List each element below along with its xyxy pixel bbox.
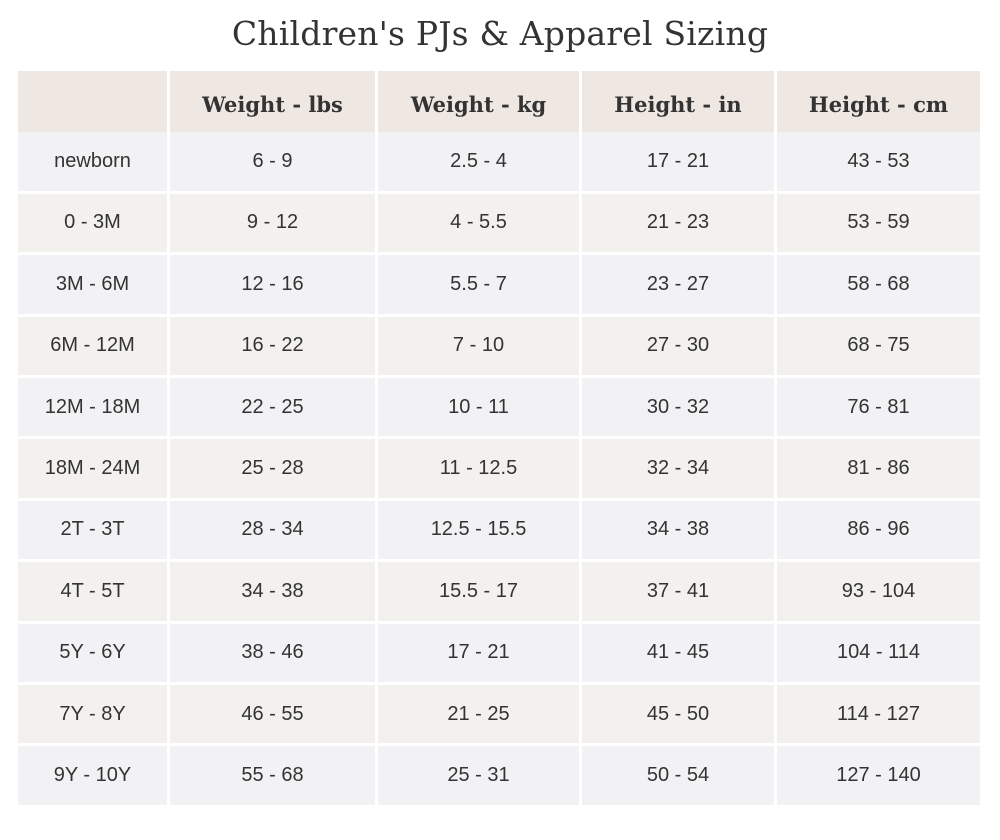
weight-lbs-cell: 38 - 46 bbox=[170, 623, 375, 685]
height-cm-cell: 93 - 104 bbox=[777, 562, 980, 624]
height-cm-cell: 43 - 53 bbox=[777, 132, 980, 194]
size-cell: 0 - 3M bbox=[18, 193, 167, 256]
size-cell: 6M - 12M bbox=[18, 316, 167, 378]
sizing-table: Weight - lbs Weight - kg Height - in Hei… bbox=[18, 71, 980, 808]
height-cm-cell: 81 - 86 bbox=[777, 439, 980, 501]
height-in-cell: 41 - 45 bbox=[582, 623, 774, 685]
weight-kg-cell: 2.5 - 4 bbox=[378, 132, 579, 194]
height-cm-cell: 76 - 81 bbox=[777, 377, 980, 440]
header-cell-height-in: Height - in bbox=[582, 71, 774, 141]
height-in-cell: 32 - 34 bbox=[582, 439, 774, 501]
weight-lbs-cell: 12 - 16 bbox=[170, 255, 375, 317]
size-cell: 7Y - 8Y bbox=[18, 684, 167, 747]
page-title: Children's PJs & Apparel Sizing bbox=[231, 14, 769, 53]
height-cm-cell: 127 - 140 bbox=[777, 746, 980, 808]
size-cell: 18M - 24M bbox=[18, 439, 167, 501]
weight-kg-cell: 12.5 - 15.5 bbox=[378, 500, 579, 563]
height-in-cell: 23 - 27 bbox=[582, 255, 774, 317]
weight-lbs-cell: 6 - 9 bbox=[170, 132, 375, 194]
size-cell: 4T - 5T bbox=[18, 562, 167, 624]
weight-kg-cell: 17 - 21 bbox=[378, 623, 579, 685]
weight-kg-cell: 5.5 - 7 bbox=[378, 255, 579, 317]
height-cm-cell: 68 - 75 bbox=[777, 316, 980, 378]
weight-lbs-cell: 46 - 55 bbox=[170, 684, 375, 747]
height-in-cell: 45 - 50 bbox=[582, 684, 774, 747]
weight-kg-cell: 7 - 10 bbox=[378, 316, 579, 378]
height-cm-cell: 114 - 127 bbox=[777, 684, 980, 747]
header-cell-weight-kg: Weight - kg bbox=[378, 71, 579, 141]
weight-lbs-cell: 9 - 12 bbox=[170, 193, 375, 256]
weight-kg-cell: 4 - 5.5 bbox=[378, 193, 579, 256]
height-in-cell: 34 - 38 bbox=[582, 500, 774, 563]
weight-kg-cell: 15.5 - 17 bbox=[378, 562, 579, 624]
weight-kg-cell: 25 - 31 bbox=[378, 746, 579, 808]
header-cell-weight-lbs: Weight - lbs bbox=[170, 71, 375, 141]
weight-lbs-cell: 28 - 34 bbox=[170, 500, 375, 563]
size-cell: 3M - 6M bbox=[18, 255, 167, 317]
size-cell: 2T - 3T bbox=[18, 500, 167, 563]
size-cell: 5Y - 6Y bbox=[18, 623, 167, 685]
height-cm-cell: 104 - 114 bbox=[777, 623, 980, 685]
height-in-cell: 50 - 54 bbox=[582, 746, 774, 808]
weight-lbs-cell: 34 - 38 bbox=[170, 562, 375, 624]
height-in-cell: 30 - 32 bbox=[582, 377, 774, 440]
height-in-cell: 37 - 41 bbox=[582, 562, 774, 624]
height-in-cell: 27 - 30 bbox=[582, 316, 774, 378]
height-in-cell: 21 - 23 bbox=[582, 193, 774, 256]
size-cell: 9Y - 10Y bbox=[18, 746, 167, 808]
height-cm-cell: 58 - 68 bbox=[777, 255, 980, 317]
size-cell: newborn bbox=[18, 132, 167, 194]
weight-lbs-cell: 55 - 68 bbox=[170, 746, 375, 808]
weight-kg-cell: 10 - 11 bbox=[378, 377, 579, 440]
height-in-cell: 17 - 21 bbox=[582, 132, 774, 194]
height-cm-cell: 86 - 96 bbox=[777, 500, 980, 563]
header-cell-size bbox=[18, 71, 167, 141]
size-cell: 12M - 18M bbox=[18, 377, 167, 440]
weight-kg-cell: 11 - 12.5 bbox=[378, 439, 579, 501]
weight-kg-cell: 21 - 25 bbox=[378, 684, 579, 747]
weight-lbs-cell: 16 - 22 bbox=[170, 316, 375, 378]
weight-lbs-cell: 25 - 28 bbox=[170, 439, 375, 501]
header-cell-height-cm: Height - cm bbox=[777, 71, 980, 141]
weight-lbs-cell: 22 - 25 bbox=[170, 377, 375, 440]
height-cm-cell: 53 - 59 bbox=[777, 193, 980, 256]
